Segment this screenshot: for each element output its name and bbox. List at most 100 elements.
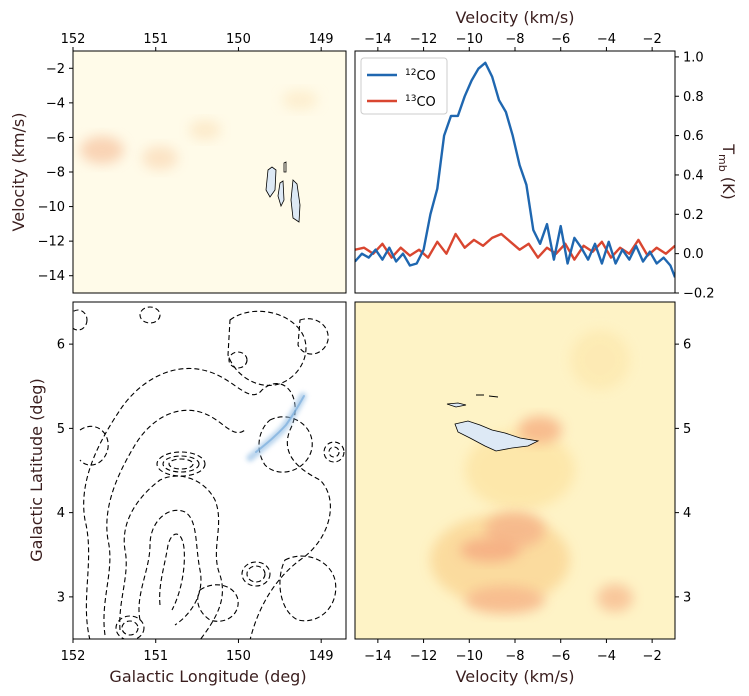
br-xtick-label: −6	[551, 649, 570, 664]
tl-xtick-label: 150	[226, 32, 251, 47]
br-emission-region	[465, 430, 575, 510]
br-cloud-contour	[476, 394, 499, 398]
tr-ytick-label: 0.8	[683, 90, 704, 105]
tl-ytick-label: −10	[38, 200, 65, 215]
bl-ytick-label: 4	[57, 506, 65, 521]
tr-xtick-label: −12	[410, 32, 437, 47]
tr-ytick-label: 0.2	[683, 208, 704, 223]
br-cloud-contour	[454, 420, 540, 452]
br-emission-peak	[465, 586, 545, 614]
bl-ring-contour	[228, 351, 248, 369]
tl-emission	[80, 90, 318, 223]
bl-contour	[119, 475, 223, 639]
legend-12co-label: 12CO	[405, 68, 436, 84]
br-xtick-label: −4	[597, 649, 616, 664]
panel-bottom-right: −14 −12 −10 −8 −6 −4 −2 3 4 5 6 Velocity (km/s)	[354, 301, 691, 686]
bl-ytick-label: 3	[57, 590, 65, 605]
bl-xtick-label: 149	[309, 649, 334, 664]
tr-ytick-label: 1.0	[683, 50, 704, 65]
legend-13co-label: 13CO	[405, 94, 436, 110]
br-ytick-label: 3	[683, 590, 691, 605]
br-emission-peak	[460, 538, 520, 562]
bl-xtick-label: 150	[226, 649, 251, 664]
bl-ring-contour	[323, 441, 345, 463]
br-xtick-label: −10	[456, 649, 483, 664]
tr-xlabel: Velocity (km/s)	[456, 8, 575, 27]
br-xlabel: Velocity (km/s)	[456, 667, 575, 686]
bl-dashed-contours	[73, 306, 345, 639]
tr-ytick-label: 0.0	[683, 247, 704, 262]
bl-xtick-label: 152	[61, 649, 86, 664]
tl-cloud-contour	[265, 166, 277, 198]
tl-ytick-label: −6	[46, 131, 65, 146]
br-right-axis: 3 4 5 6	[675, 338, 691, 605]
panel-top-left: 152 151 150 149 −14 −12 −10 −8 −6 −4 −2 Velocity …	[9, 32, 347, 294]
bl-ytick-label: 5	[57, 422, 65, 437]
tl-ytick-label: −14	[38, 269, 65, 284]
tr-spectrum-lines	[355, 61, 675, 278]
series-line-13co	[355, 232, 675, 261]
br-emission-peak	[597, 584, 633, 612]
bl-ring-contour	[162, 455, 200, 473]
tl-emission-peak	[282, 90, 318, 110]
tr-ytick-label: 0.6	[683, 129, 704, 144]
bl-contour	[297, 318, 329, 355]
tl-ytick-label: −8	[46, 166, 65, 181]
bl-background	[73, 302, 346, 639]
bl-ylabel: Galactic Latitude (deg)	[27, 378, 46, 561]
tl-ytick-label: −12	[38, 235, 65, 250]
bl-filament-core	[255, 395, 305, 453]
bl-ring-contour	[156, 451, 206, 477]
br-bottom-axis: −14 −12 −10 −8 −6 −4 −2	[364, 639, 662, 664]
tl-background	[73, 51, 346, 293]
tl-cloud-contour	[290, 179, 301, 223]
br-xtick-label: −12	[410, 649, 437, 664]
panel-bottom-left: 152 151 150 149 3 4 5 6 Galactic Longitude (de…	[27, 301, 347, 686]
tr-xtick-label: −10	[456, 32, 483, 47]
bl-ytick-label: 6	[57, 338, 65, 353]
br-ytick-label: 4	[683, 506, 691, 521]
bl-ring-contour	[73, 309, 88, 331]
tr-xtick-label: −14	[364, 32, 391, 47]
bl-xtick-label: 151	[143, 649, 168, 664]
bl-contour	[103, 409, 246, 636]
bl-contour	[83, 367, 331, 639]
bl-bottom-axis: 152 151 150 149	[61, 639, 334, 664]
tr-top-axis: −14 −12 −10 −8 −6 −4 −2	[364, 32, 662, 51]
br-emission-peak	[518, 416, 562, 444]
tl-emission-peak	[80, 136, 124, 164]
bl-contour	[138, 509, 202, 626]
tl-ylabel: Velocity (km/s)	[9, 113, 28, 232]
tl-ytick-label: −2	[46, 62, 65, 77]
tr-ytick-label: 0.4	[683, 168, 704, 183]
bl-ring-contour	[168, 458, 194, 470]
bl-ring-contour	[246, 565, 266, 583]
br-ytick-label: 6	[683, 338, 691, 353]
tl-cloud-contour	[283, 161, 287, 173]
br-cloud-contour	[446, 402, 467, 408]
bl-ring-contour	[121, 620, 139, 636]
bl-left-axis: 3 4 5 6	[57, 338, 73, 605]
tl-ytick-label: −4	[46, 96, 65, 111]
br-xtick-label: −8	[505, 649, 524, 664]
bl-ring-contour	[115, 615, 145, 639]
bl-contour	[79, 425, 109, 466]
tr-right-axis: −0.2 0.0 0.2 0.4 0.6 0.8 1.0	[675, 50, 715, 302]
tr-xtick-label: −6	[551, 32, 570, 47]
bl-contour	[159, 533, 185, 611]
bl-ring-contour	[139, 306, 161, 324]
br-xtick-label: −14	[364, 649, 391, 664]
bl-contour	[197, 584, 239, 622]
br-xtick-label: −2	[643, 649, 662, 664]
br-emission	[430, 330, 633, 614]
tr-xtick-label: −4	[597, 32, 616, 47]
bl-blue-filament	[246, 392, 307, 462]
tr-xtick-label: −2	[643, 32, 662, 47]
tl-left-axis: −14 −12 −10 −8 −6 −4 −2	[38, 62, 73, 284]
tl-cloud-contour	[277, 180, 285, 208]
bl-xlabel: Galactic Longitude (deg)	[109, 667, 306, 686]
tl-emission-peak	[142, 146, 178, 170]
bl-ring-contour	[241, 561, 271, 587]
panel-top-right: −14 −12 −10 −8 −6 −4 −2 −0.2 0.0 0.2 0.4 0.6 0.8 1.0…	[354, 8, 738, 302]
series-line-12co	[355, 61, 675, 278]
